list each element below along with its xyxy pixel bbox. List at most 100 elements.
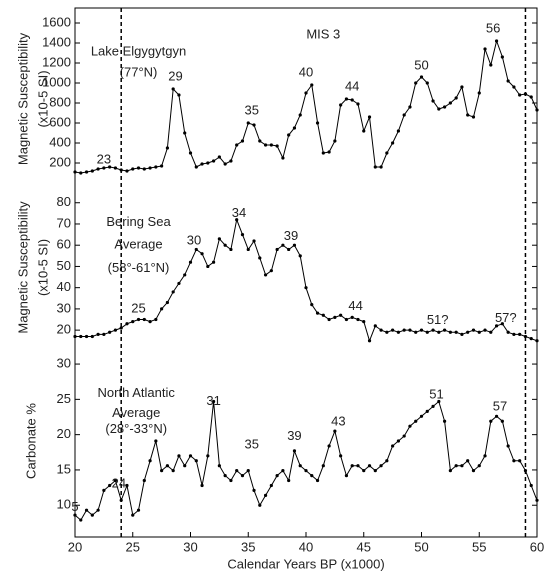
series-name: Bering Sea bbox=[106, 214, 171, 229]
data-point bbox=[79, 518, 83, 522]
y-tick-label: 25 bbox=[57, 391, 71, 406]
data-point bbox=[200, 162, 204, 166]
data-point bbox=[246, 121, 250, 125]
data-point bbox=[391, 141, 395, 145]
data-point bbox=[148, 459, 152, 463]
data-point bbox=[344, 473, 349, 478]
data-point bbox=[298, 464, 302, 468]
data-point bbox=[263, 143, 268, 147]
data-point bbox=[379, 328, 383, 332]
y-tick-label: 30 bbox=[57, 355, 71, 370]
data-point bbox=[362, 129, 366, 133]
data-point bbox=[448, 101, 452, 105]
y-tick-label: 1600 bbox=[42, 14, 71, 29]
data-point bbox=[113, 328, 118, 332]
data-point bbox=[408, 328, 412, 332]
data-point bbox=[246, 469, 250, 473]
y-tick-label: 20 bbox=[57, 322, 71, 337]
data-point bbox=[206, 161, 210, 165]
data-point bbox=[431, 99, 435, 103]
data-point bbox=[287, 133, 291, 137]
data-point bbox=[356, 102, 360, 106]
data-point bbox=[448, 330, 452, 334]
peak-label: 51 bbox=[429, 387, 443, 402]
data-point bbox=[136, 166, 141, 170]
data-point bbox=[535, 498, 539, 502]
data-point bbox=[200, 252, 204, 256]
peak-label: 29 bbox=[168, 68, 182, 83]
data-point bbox=[177, 281, 181, 286]
data-point bbox=[73, 170, 77, 174]
data-point bbox=[275, 473, 279, 478]
data-point bbox=[448, 469, 452, 473]
x-tick-label: 55 bbox=[472, 539, 486, 554]
data-point bbox=[212, 260, 216, 264]
data-point bbox=[471, 328, 476, 332]
data-point bbox=[310, 303, 314, 307]
data-point bbox=[177, 93, 181, 97]
data-point bbox=[269, 269, 273, 273]
data-point bbox=[506, 330, 510, 334]
data-point bbox=[518, 332, 522, 336]
data-point bbox=[79, 171, 83, 175]
data-point bbox=[206, 264, 210, 269]
data-point bbox=[217, 155, 221, 159]
data-point bbox=[194, 247, 198, 252]
data-point bbox=[223, 473, 227, 478]
data-point bbox=[90, 513, 94, 517]
data-point bbox=[263, 273, 268, 277]
data-point bbox=[396, 330, 400, 334]
data-point bbox=[79, 334, 83, 339]
y-tick-label: 60 bbox=[57, 237, 71, 252]
data-point bbox=[142, 317, 146, 322]
series-name: (28°-33°N) bbox=[105, 421, 167, 436]
data-point bbox=[206, 454, 210, 458]
data-point bbox=[160, 307, 164, 311]
data-point bbox=[466, 113, 470, 117]
data-point bbox=[136, 508, 141, 512]
data-point bbox=[466, 459, 470, 463]
data-point bbox=[315, 121, 320, 125]
peak-label: 31 bbox=[206, 393, 220, 408]
x-axis-label: Calendar Years BP (x1000) bbox=[227, 556, 384, 571]
data-point bbox=[402, 113, 406, 117]
peak-label: 43 bbox=[331, 413, 345, 428]
data-point bbox=[281, 243, 285, 247]
data-line bbox=[74, 39, 538, 174]
x-tick-label: 50 bbox=[414, 539, 428, 554]
data-point bbox=[477, 464, 481, 468]
y-tick-label: 200 bbox=[49, 154, 71, 169]
x-tick-label: 35 bbox=[241, 539, 255, 554]
data-point bbox=[171, 290, 175, 294]
y-axis-label: Magnetic Susceptibility bbox=[15, 32, 30, 165]
data-point bbox=[108, 483, 112, 488]
peak-label: 56 bbox=[486, 20, 500, 35]
data-point bbox=[142, 167, 146, 171]
data-point bbox=[339, 454, 343, 458]
x-tick-label: 30 bbox=[183, 539, 197, 554]
data-point bbox=[419, 414, 424, 418]
data-point bbox=[258, 139, 262, 143]
data-point bbox=[327, 317, 331, 322]
y-axis-label: (x10-5 SI) bbox=[35, 239, 50, 296]
data-point bbox=[408, 105, 412, 109]
data-point bbox=[96, 332, 100, 336]
data-point bbox=[84, 170, 89, 174]
data-point bbox=[477, 330, 481, 334]
data-point bbox=[258, 503, 262, 507]
data-point bbox=[362, 469, 366, 473]
data-point bbox=[315, 311, 320, 315]
data-point bbox=[494, 324, 499, 328]
data-point bbox=[385, 330, 389, 334]
peak-label: 57 bbox=[493, 399, 507, 414]
data-point bbox=[188, 454, 193, 458]
data-point bbox=[125, 483, 129, 488]
peak-label: 35 bbox=[244, 102, 258, 117]
data-point bbox=[108, 165, 112, 169]
data-point bbox=[90, 169, 94, 173]
data-point bbox=[425, 409, 429, 413]
peak-label: 40 bbox=[299, 64, 313, 79]
data-point bbox=[425, 81, 429, 85]
data-point bbox=[379, 464, 383, 468]
